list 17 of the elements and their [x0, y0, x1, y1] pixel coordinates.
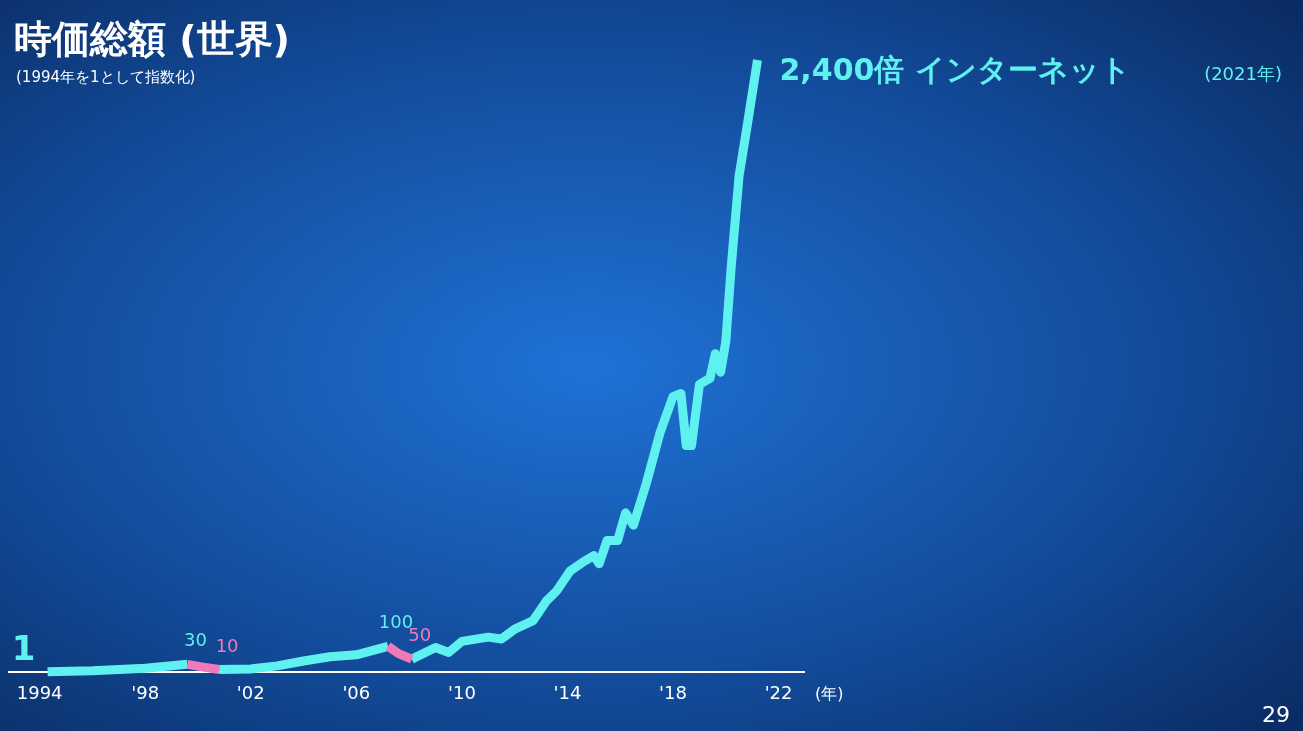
- text: 29: [1262, 702, 1290, 727]
- x-tick-label: '14: [553, 682, 582, 703]
- chart-title: 時価総額 (世界): [14, 17, 290, 61]
- x-tick-label: '02: [236, 682, 265, 703]
- annotation: 10: [215, 634, 239, 656]
- annotation: 1: [11, 627, 36, 668]
- text: (2021年): [1204, 63, 1282, 84]
- text: (1994年を1として指数化): [16, 68, 196, 86]
- x-tick-label: '22: [764, 682, 793, 703]
- x-axis-title: (年): [815, 684, 844, 703]
- annotation: 30: [184, 629, 207, 651]
- x-tick-label: '18: [659, 682, 687, 703]
- x-tick-label: 1994: [16, 682, 63, 703]
- x-tick-label: '98: [131, 682, 160, 703]
- x-tick-label: '10: [447, 682, 476, 703]
- annotation: 2,400倍 インターネット: [779, 52, 1131, 87]
- x-tick-label: '06: [342, 682, 371, 703]
